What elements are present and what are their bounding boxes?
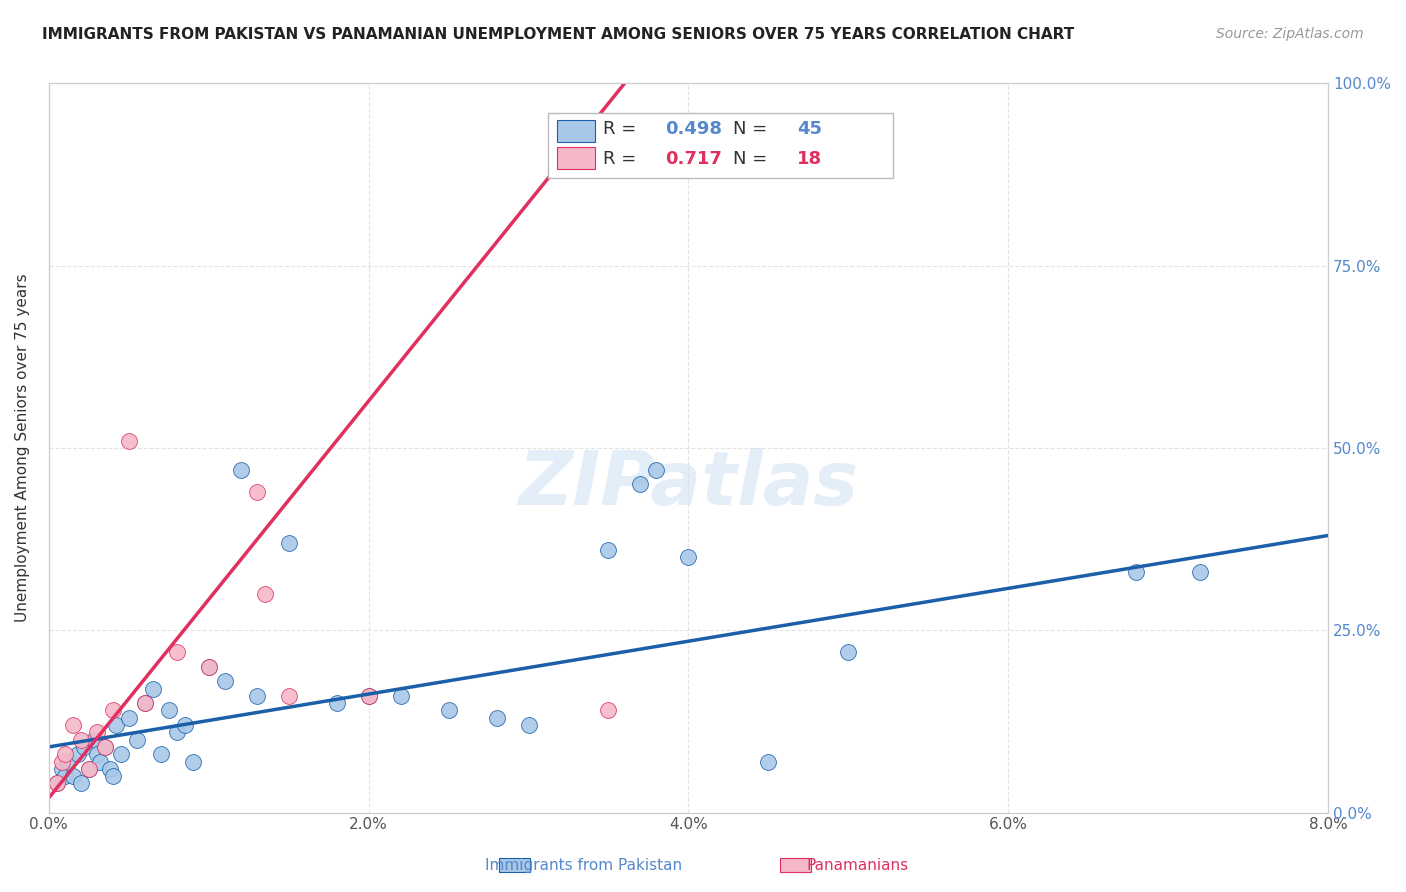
Point	[89, 755, 111, 769]
Point	[93, 739, 115, 754]
Point	[77, 762, 100, 776]
Point	[86, 725, 108, 739]
FancyBboxPatch shape	[557, 147, 595, 169]
Text: 0.717: 0.717	[665, 150, 723, 168]
Point	[166, 725, 188, 739]
Point	[62, 769, 84, 783]
Point	[173, 718, 195, 732]
Point	[246, 484, 269, 499]
Point	[166, 645, 188, 659]
Point	[214, 674, 236, 689]
Point	[157, 703, 180, 717]
Text: Immigrants from Pakistan: Immigrants from Pakistan	[485, 858, 682, 872]
Point	[45, 776, 67, 790]
Point	[758, 755, 780, 769]
Point	[357, 689, 380, 703]
Point	[229, 463, 252, 477]
Point	[1125, 565, 1147, 579]
Point	[69, 732, 91, 747]
Point	[142, 681, 165, 696]
Point	[101, 703, 124, 717]
Point	[357, 689, 380, 703]
Text: Source: ZipAtlas.com: Source: ZipAtlas.com	[1216, 27, 1364, 41]
Text: 45: 45	[797, 120, 823, 138]
Point	[118, 711, 141, 725]
Point	[598, 703, 620, 717]
Text: R =: R =	[603, 150, 641, 168]
Point	[149, 747, 172, 762]
Point	[77, 762, 100, 776]
Text: 18: 18	[797, 150, 823, 168]
Point	[1189, 565, 1212, 579]
Point	[645, 463, 668, 477]
Point	[246, 689, 269, 703]
Point	[134, 696, 156, 710]
Point	[53, 747, 76, 762]
Point	[118, 434, 141, 448]
Text: IMMIGRANTS FROM PAKISTAN VS PANAMANIAN UNEMPLOYMENT AMONG SENIORS OVER 75 YEARS : IMMIGRANTS FROM PAKISTAN VS PANAMANIAN U…	[42, 27, 1074, 42]
FancyBboxPatch shape	[557, 120, 595, 142]
Point	[389, 689, 412, 703]
Point	[62, 718, 84, 732]
Point	[598, 543, 620, 558]
Text: N =: N =	[733, 150, 773, 168]
Point	[101, 769, 124, 783]
Point	[517, 718, 540, 732]
Point	[630, 477, 652, 491]
Point	[93, 739, 115, 754]
Point	[325, 696, 347, 710]
Point	[485, 711, 508, 725]
Point	[53, 769, 76, 783]
Point	[277, 535, 299, 549]
Point	[678, 550, 700, 565]
Point	[73, 739, 96, 754]
Point	[45, 776, 67, 790]
Point	[98, 762, 121, 776]
Point	[110, 747, 132, 762]
Text: 0.498: 0.498	[665, 120, 723, 138]
Text: Panamanians: Panamanians	[807, 858, 908, 872]
Point	[83, 732, 105, 747]
Point	[134, 696, 156, 710]
Point	[51, 755, 73, 769]
Point	[437, 703, 460, 717]
Y-axis label: Unemployment Among Seniors over 75 years: Unemployment Among Seniors over 75 years	[15, 274, 30, 623]
Point	[51, 762, 73, 776]
Point	[66, 747, 89, 762]
Text: ZIPatlas: ZIPatlas	[519, 448, 859, 521]
Text: N =: N =	[733, 120, 773, 138]
FancyBboxPatch shape	[548, 112, 893, 178]
Point	[86, 747, 108, 762]
Point	[277, 689, 299, 703]
Point	[837, 645, 859, 659]
Point	[56, 755, 79, 769]
Point	[197, 659, 219, 673]
Point	[181, 755, 204, 769]
Point	[253, 587, 276, 601]
Point	[104, 718, 127, 732]
Point	[69, 776, 91, 790]
Point	[197, 659, 219, 673]
Point	[125, 732, 148, 747]
Text: R =: R =	[603, 120, 641, 138]
